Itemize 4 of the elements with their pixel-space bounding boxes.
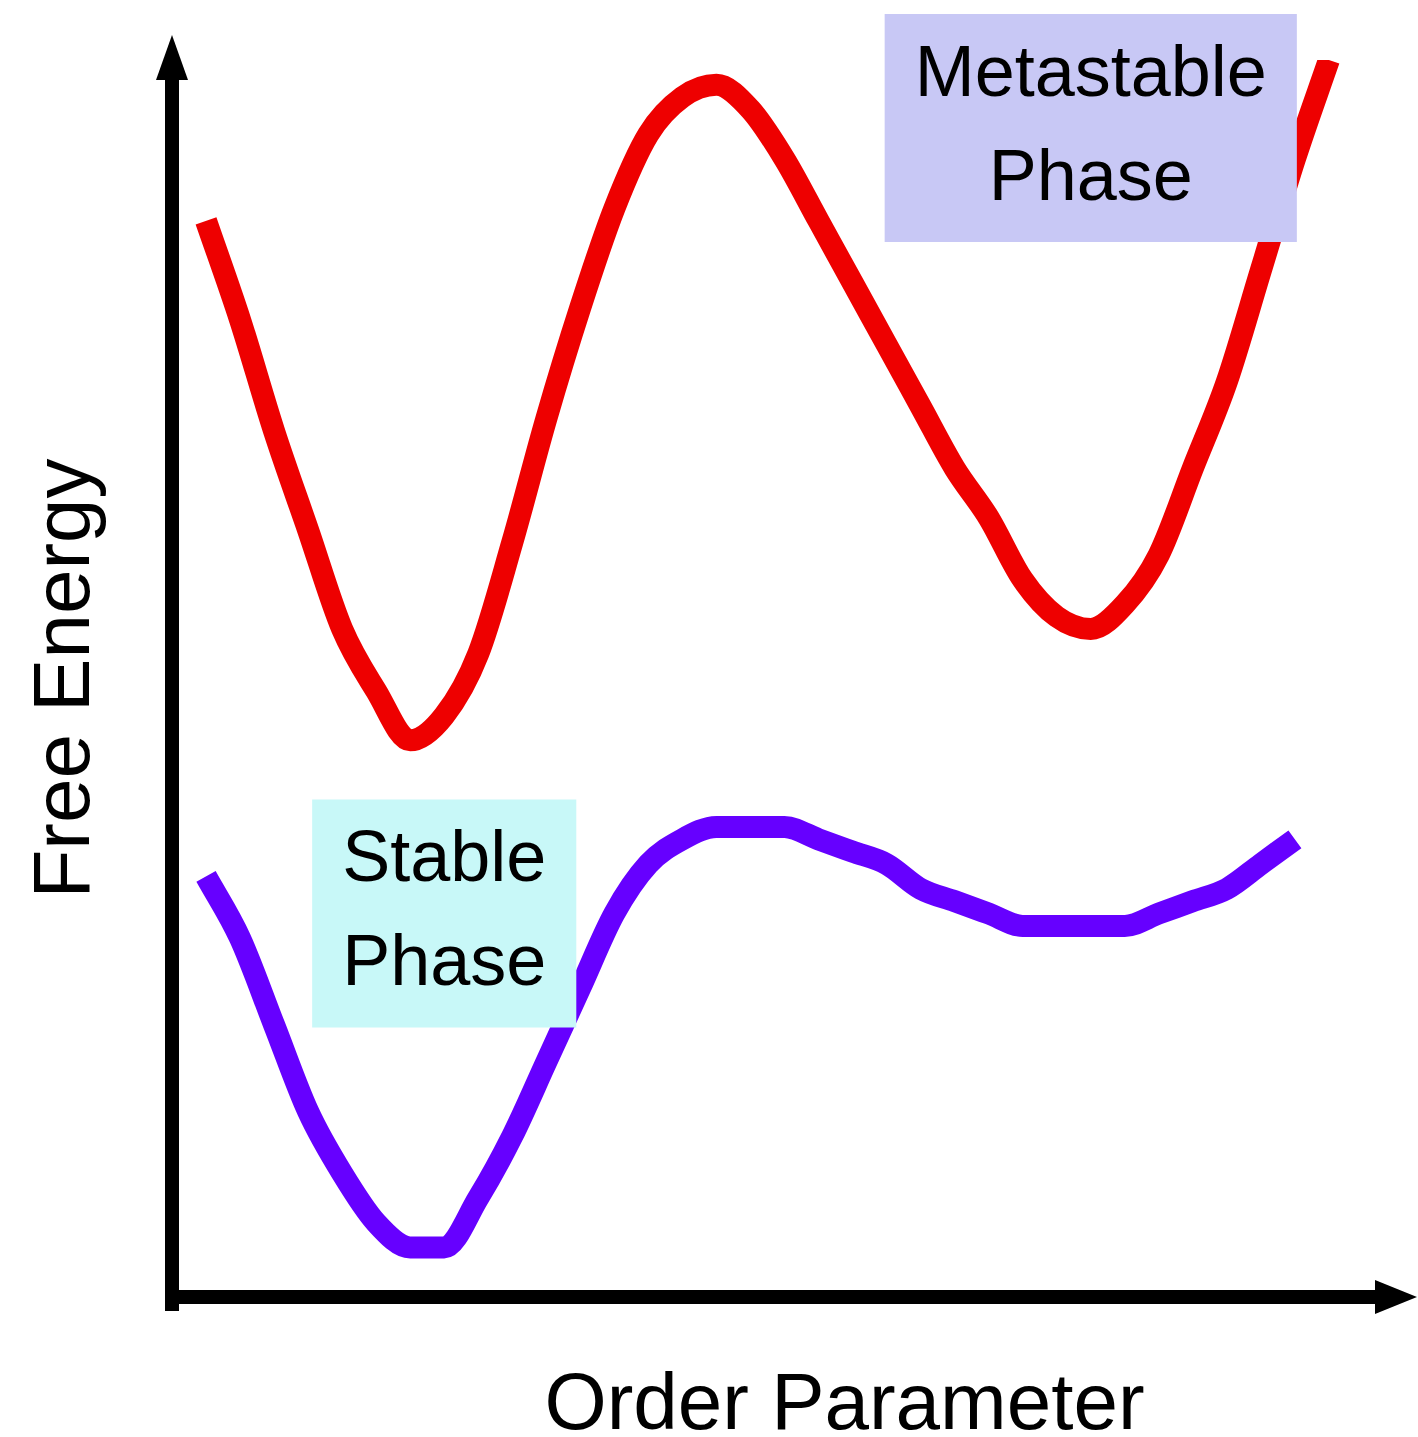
x-axis-title: Order Parameter (544, 1357, 1145, 1437)
series-label: Metastable Phase (914, 30, 1267, 215)
series-label: Stable Phase (342, 816, 547, 1001)
y-axis-title: Free Energy (17, 458, 107, 899)
